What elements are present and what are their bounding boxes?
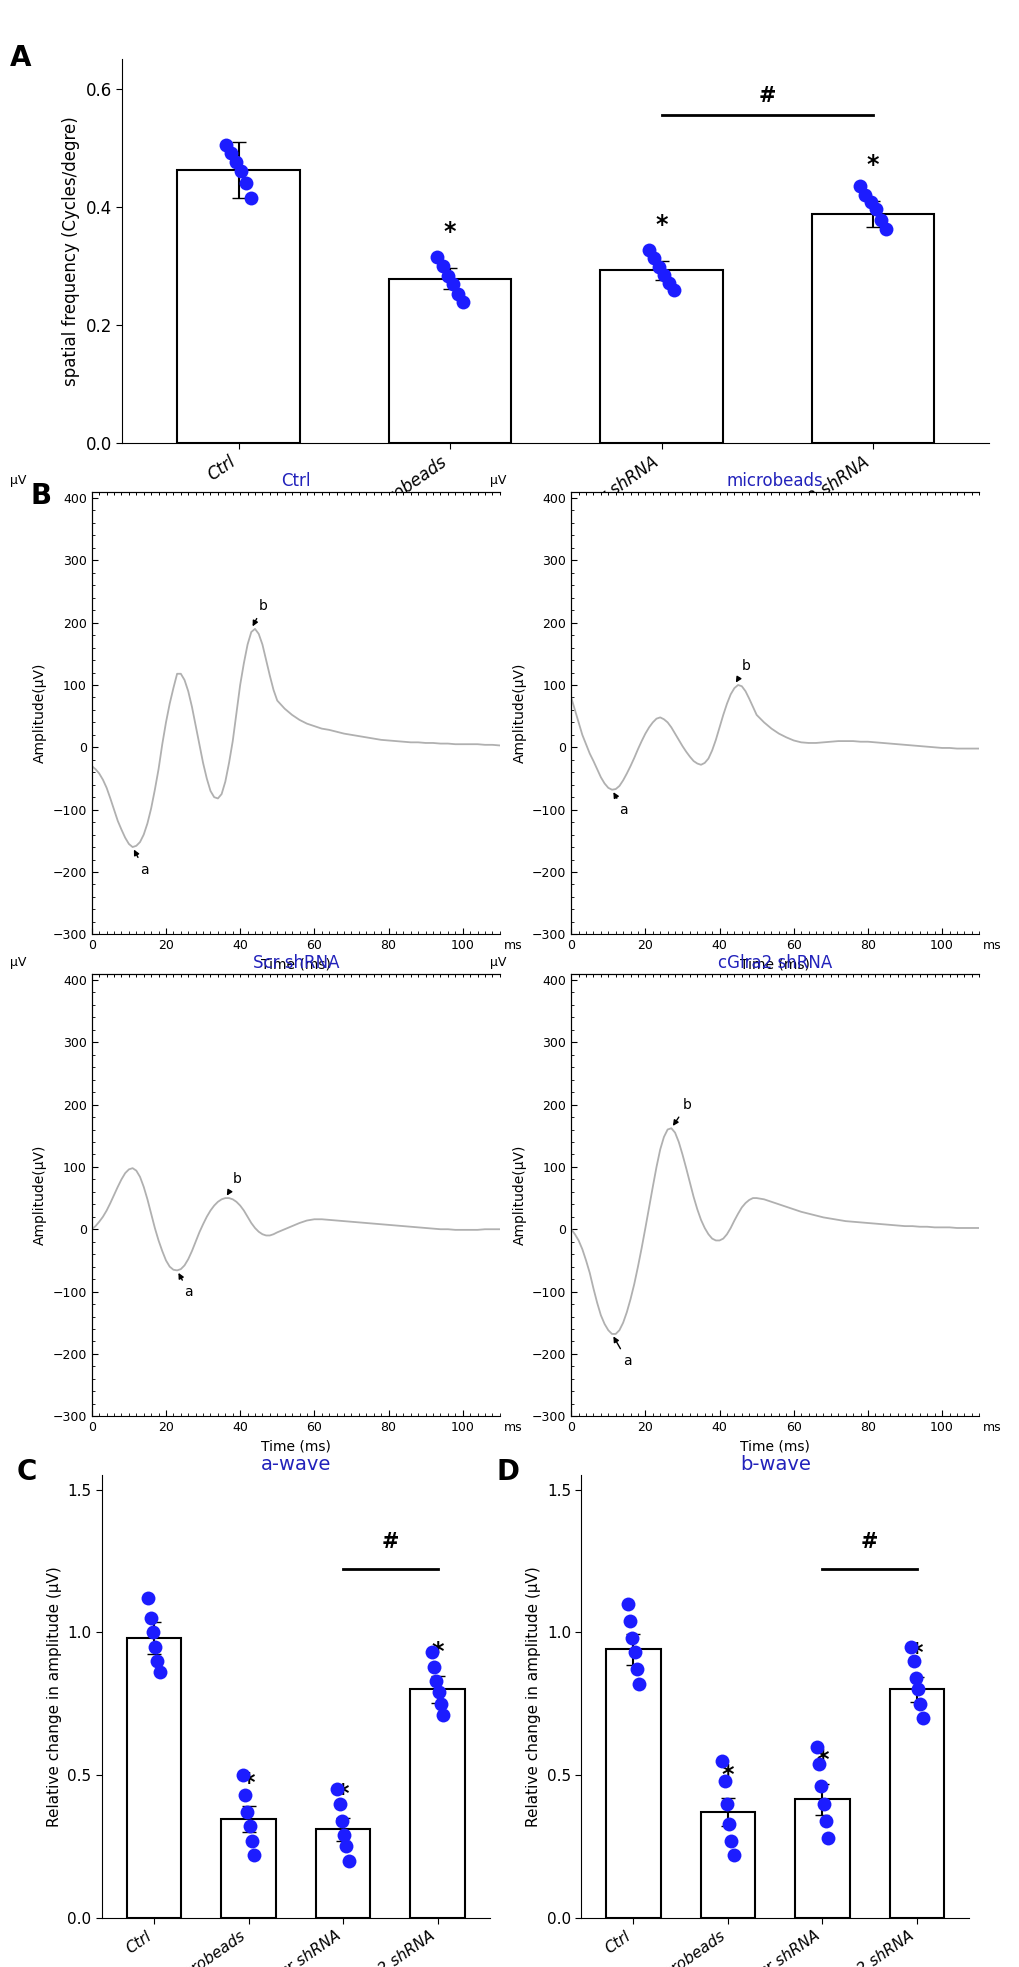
Text: *: * — [443, 220, 455, 244]
Text: ms: ms — [503, 938, 522, 952]
Text: a: a — [135, 852, 149, 877]
Text: *: * — [336, 1782, 348, 1806]
Text: b: b — [674, 1098, 691, 1125]
Title: Scr shRNA: Scr shRNA — [253, 954, 338, 972]
Bar — [700, 1812, 755, 1918]
Text: *: * — [815, 1749, 827, 1772]
Text: #: # — [381, 1532, 398, 1552]
Text: b: b — [253, 600, 267, 626]
Bar — [177, 169, 300, 443]
Title: cGlra2 shRNA: cGlra2 shRNA — [717, 954, 832, 972]
Text: *: * — [866, 153, 878, 177]
Title: Ctrl: Ctrl — [281, 472, 310, 490]
Text: B: B — [31, 482, 52, 509]
Text: A: A — [9, 43, 32, 71]
Text: μV: μV — [489, 956, 505, 970]
Bar — [794, 1800, 849, 1918]
Text: C: C — [16, 1458, 37, 1485]
X-axis label: Time (ms): Time (ms) — [740, 958, 809, 972]
Text: a: a — [613, 793, 628, 818]
Y-axis label: spatial frequency (Cycles/degre): spatial frequency (Cycles/degre) — [62, 116, 79, 386]
Text: *: * — [655, 212, 667, 238]
Text: #: # — [758, 87, 775, 106]
Bar — [600, 269, 722, 443]
Bar — [811, 214, 933, 443]
Bar — [221, 1819, 276, 1918]
Text: *: * — [243, 1770, 255, 1796]
X-axis label: Time (ms): Time (ms) — [261, 958, 330, 972]
Text: μV: μV — [10, 474, 26, 488]
Y-axis label: Relative change in amplitude (μV): Relative change in amplitude (μV) — [526, 1566, 541, 1827]
Text: D: D — [495, 1458, 519, 1485]
Text: b: b — [227, 1172, 242, 1194]
Y-axis label: Amplitude(μV): Amplitude(μV) — [512, 1145, 526, 1245]
Text: b: b — [736, 659, 750, 681]
Text: μV: μV — [489, 474, 505, 488]
Bar — [889, 1690, 944, 1918]
Y-axis label: Amplitude(μV): Amplitude(μV) — [33, 663, 47, 763]
X-axis label: Time (ms): Time (ms) — [261, 1440, 330, 1454]
Text: *: * — [721, 1762, 734, 1788]
Y-axis label: Amplitude(μV): Amplitude(μV) — [33, 1145, 47, 1245]
Title: a-wave: a-wave — [261, 1456, 330, 1473]
Title: microbeads: microbeads — [727, 472, 822, 490]
Bar — [410, 1690, 465, 1918]
Text: μV: μV — [10, 956, 26, 970]
Bar — [388, 279, 511, 443]
Text: a: a — [613, 1338, 631, 1367]
Y-axis label: Relative change in amplitude (μV): Relative change in amplitude (μV) — [47, 1566, 62, 1827]
Bar — [605, 1650, 660, 1918]
Text: *: * — [910, 1640, 922, 1666]
Text: ms: ms — [982, 938, 1001, 952]
Text: ms: ms — [982, 1420, 1001, 1434]
Text: *: * — [431, 1640, 443, 1664]
Text: #: # — [860, 1532, 877, 1552]
X-axis label: Time (ms): Time (ms) — [740, 1440, 809, 1454]
Title: b-wave: b-wave — [739, 1456, 810, 1473]
Text: ms: ms — [503, 1420, 522, 1434]
Bar — [315, 1829, 370, 1918]
Y-axis label: Amplitude(μV): Amplitude(μV) — [512, 663, 526, 763]
Bar — [126, 1639, 181, 1918]
Text: a: a — [179, 1275, 193, 1300]
